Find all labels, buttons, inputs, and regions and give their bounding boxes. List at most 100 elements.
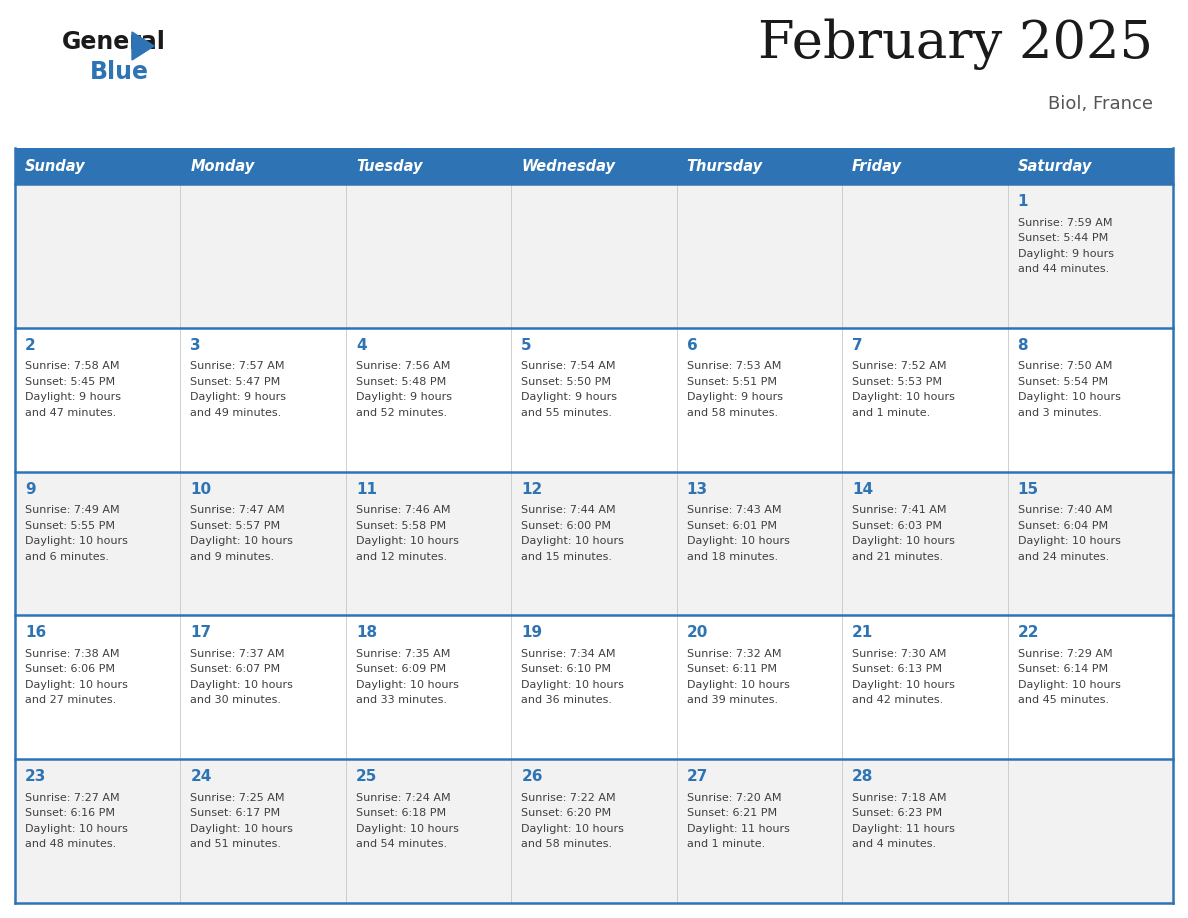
Text: Sunrise: 7:41 AM: Sunrise: 7:41 AM bbox=[852, 505, 947, 515]
Text: Sunrise: 7:49 AM: Sunrise: 7:49 AM bbox=[25, 505, 120, 515]
Text: Sunrise: 7:50 AM: Sunrise: 7:50 AM bbox=[1018, 362, 1112, 371]
Text: Sunset: 6:07 PM: Sunset: 6:07 PM bbox=[190, 665, 280, 675]
Text: Daylight: 10 hours: Daylight: 10 hours bbox=[190, 823, 293, 834]
Bar bbox=[15, 328, 1173, 472]
Text: Daylight: 10 hours: Daylight: 10 hours bbox=[522, 536, 624, 546]
Text: Sunrise: 7:44 AM: Sunrise: 7:44 AM bbox=[522, 505, 615, 515]
Text: and 58 minutes.: and 58 minutes. bbox=[522, 839, 612, 849]
Text: Sunrise: 7:52 AM: Sunrise: 7:52 AM bbox=[852, 362, 947, 371]
Text: 12: 12 bbox=[522, 482, 543, 497]
Text: 26: 26 bbox=[522, 769, 543, 784]
Text: Sunset: 6:11 PM: Sunset: 6:11 PM bbox=[687, 665, 777, 675]
Text: Sunrise: 7:34 AM: Sunrise: 7:34 AM bbox=[522, 649, 615, 659]
Text: Daylight: 10 hours: Daylight: 10 hours bbox=[687, 536, 790, 546]
Text: Sunrise: 7:40 AM: Sunrise: 7:40 AM bbox=[1018, 505, 1112, 515]
Text: Sunday: Sunday bbox=[25, 159, 86, 174]
Text: Sunset: 5:44 PM: Sunset: 5:44 PM bbox=[1018, 233, 1108, 243]
Text: 6: 6 bbox=[687, 338, 697, 353]
Text: Sunset: 5:58 PM: Sunset: 5:58 PM bbox=[356, 521, 446, 531]
Text: Sunrise: 7:46 AM: Sunrise: 7:46 AM bbox=[356, 505, 450, 515]
Text: 28: 28 bbox=[852, 769, 873, 784]
Text: Sunrise: 7:32 AM: Sunrise: 7:32 AM bbox=[687, 649, 782, 659]
Text: and 51 minutes.: and 51 minutes. bbox=[190, 839, 282, 849]
Text: 25: 25 bbox=[356, 769, 378, 784]
Text: Sunset: 6:21 PM: Sunset: 6:21 PM bbox=[687, 808, 777, 818]
Text: Sunset: 5:47 PM: Sunset: 5:47 PM bbox=[190, 376, 280, 386]
Text: Sunrise: 7:25 AM: Sunrise: 7:25 AM bbox=[190, 793, 285, 802]
Bar bbox=[15, 472, 1173, 615]
Text: Sunrise: 7:54 AM: Sunrise: 7:54 AM bbox=[522, 362, 615, 371]
Text: Sunset: 6:20 PM: Sunset: 6:20 PM bbox=[522, 808, 612, 818]
Text: 7: 7 bbox=[852, 338, 862, 353]
Text: and 33 minutes.: and 33 minutes. bbox=[356, 696, 447, 705]
Text: Daylight: 10 hours: Daylight: 10 hours bbox=[25, 536, 128, 546]
Text: Blue: Blue bbox=[90, 60, 148, 84]
Text: Daylight: 9 hours: Daylight: 9 hours bbox=[687, 392, 783, 402]
Text: Thursday: Thursday bbox=[687, 159, 763, 174]
Text: 3: 3 bbox=[190, 338, 201, 353]
Text: 22: 22 bbox=[1018, 625, 1040, 641]
Text: Sunset: 6:18 PM: Sunset: 6:18 PM bbox=[356, 808, 446, 818]
Text: 27: 27 bbox=[687, 769, 708, 784]
Bar bbox=[15, 184, 1173, 328]
Text: Sunrise: 7:57 AM: Sunrise: 7:57 AM bbox=[190, 362, 285, 371]
Text: Sunset: 5:54 PM: Sunset: 5:54 PM bbox=[1018, 376, 1107, 386]
Text: Daylight: 10 hours: Daylight: 10 hours bbox=[1018, 680, 1120, 690]
Text: and 6 minutes.: and 6 minutes. bbox=[25, 552, 109, 562]
Text: and 55 minutes.: and 55 minutes. bbox=[522, 408, 612, 418]
Text: Sunset: 5:45 PM: Sunset: 5:45 PM bbox=[25, 376, 115, 386]
Text: 17: 17 bbox=[190, 625, 211, 641]
Text: Sunrise: 7:38 AM: Sunrise: 7:38 AM bbox=[25, 649, 120, 659]
Text: and 49 minutes.: and 49 minutes. bbox=[190, 408, 282, 418]
Text: 11: 11 bbox=[356, 482, 377, 497]
Text: and 39 minutes.: and 39 minutes. bbox=[687, 696, 778, 705]
Text: Sunrise: 7:22 AM: Sunrise: 7:22 AM bbox=[522, 793, 615, 802]
Text: Sunrise: 7:24 AM: Sunrise: 7:24 AM bbox=[356, 793, 450, 802]
Text: Sunrise: 7:35 AM: Sunrise: 7:35 AM bbox=[356, 649, 450, 659]
Text: Daylight: 9 hours: Daylight: 9 hours bbox=[1018, 249, 1113, 259]
Text: Daylight: 9 hours: Daylight: 9 hours bbox=[522, 392, 618, 402]
Text: 19: 19 bbox=[522, 625, 543, 641]
Text: and 36 minutes.: and 36 minutes. bbox=[522, 696, 612, 705]
Text: Tuesday: Tuesday bbox=[356, 159, 423, 174]
Text: Sunset: 6:16 PM: Sunset: 6:16 PM bbox=[25, 808, 115, 818]
Text: Sunset: 6:10 PM: Sunset: 6:10 PM bbox=[522, 665, 612, 675]
Text: 16: 16 bbox=[25, 625, 46, 641]
Text: and 58 minutes.: and 58 minutes. bbox=[687, 408, 778, 418]
Text: 24: 24 bbox=[190, 769, 211, 784]
Text: Sunset: 6:14 PM: Sunset: 6:14 PM bbox=[1018, 665, 1107, 675]
Text: Sunset: 5:55 PM: Sunset: 5:55 PM bbox=[25, 521, 115, 531]
Text: Daylight: 10 hours: Daylight: 10 hours bbox=[687, 680, 790, 690]
Text: Daylight: 11 hours: Daylight: 11 hours bbox=[687, 823, 790, 834]
Text: Daylight: 10 hours: Daylight: 10 hours bbox=[190, 680, 293, 690]
Text: Saturday: Saturday bbox=[1018, 159, 1092, 174]
Text: and 45 minutes.: and 45 minutes. bbox=[1018, 696, 1108, 705]
Bar bbox=[15, 148, 1173, 184]
Text: Sunrise: 7:29 AM: Sunrise: 7:29 AM bbox=[1018, 649, 1112, 659]
Text: and 27 minutes.: and 27 minutes. bbox=[25, 696, 116, 705]
Text: Sunrise: 7:53 AM: Sunrise: 7:53 AM bbox=[687, 362, 781, 371]
Text: Sunset: 6:04 PM: Sunset: 6:04 PM bbox=[1018, 521, 1107, 531]
Text: and 1 minute.: and 1 minute. bbox=[852, 408, 930, 418]
Text: Friday: Friday bbox=[852, 159, 902, 174]
Text: Daylight: 10 hours: Daylight: 10 hours bbox=[25, 823, 128, 834]
Text: Biol, France: Biol, France bbox=[1048, 95, 1154, 113]
Text: Sunrise: 7:43 AM: Sunrise: 7:43 AM bbox=[687, 505, 782, 515]
Text: Sunset: 6:06 PM: Sunset: 6:06 PM bbox=[25, 665, 115, 675]
Text: Sunset: 5:51 PM: Sunset: 5:51 PM bbox=[687, 376, 777, 386]
Text: and 54 minutes.: and 54 minutes. bbox=[356, 839, 447, 849]
Text: Sunset: 6:23 PM: Sunset: 6:23 PM bbox=[852, 808, 942, 818]
Bar bbox=[15, 615, 1173, 759]
Text: 2: 2 bbox=[25, 338, 36, 353]
Text: and 30 minutes.: and 30 minutes. bbox=[190, 696, 282, 705]
Text: February 2025: February 2025 bbox=[758, 18, 1154, 70]
Text: Sunrise: 7:59 AM: Sunrise: 7:59 AM bbox=[1018, 218, 1112, 228]
Text: and 12 minutes.: and 12 minutes. bbox=[356, 552, 447, 562]
Text: 1: 1 bbox=[1018, 194, 1028, 209]
Text: and 52 minutes.: and 52 minutes. bbox=[356, 408, 447, 418]
Text: and 4 minutes.: and 4 minutes. bbox=[852, 839, 936, 849]
Text: Sunset: 5:50 PM: Sunset: 5:50 PM bbox=[522, 376, 612, 386]
Text: 13: 13 bbox=[687, 482, 708, 497]
Text: Daylight: 10 hours: Daylight: 10 hours bbox=[356, 536, 459, 546]
Text: 4: 4 bbox=[356, 338, 366, 353]
